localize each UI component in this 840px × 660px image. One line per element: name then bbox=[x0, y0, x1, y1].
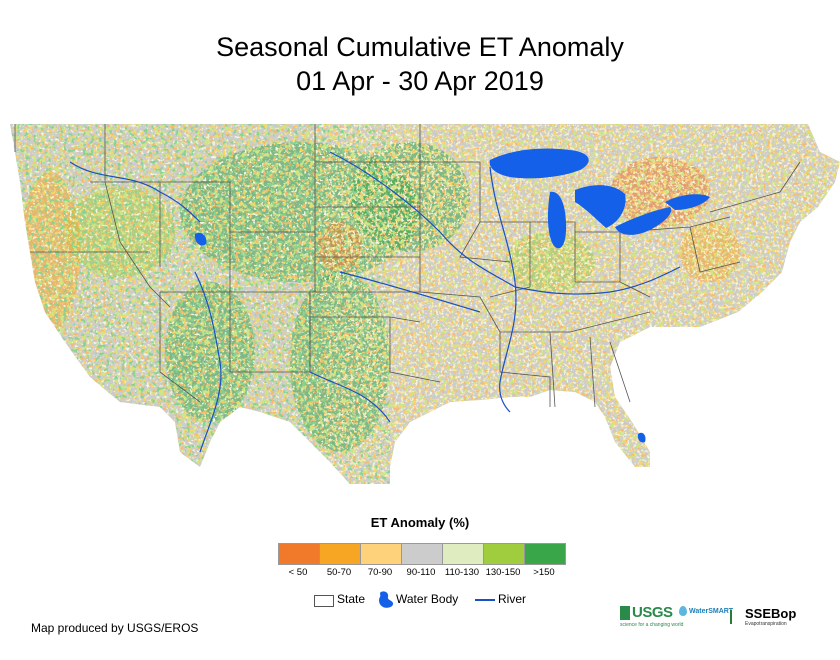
lake-superior bbox=[489, 148, 589, 179]
legend-water-label: Water Body bbox=[396, 592, 459, 606]
et-anomaly-map bbox=[10, 124, 840, 484]
missouri-river bbox=[329, 151, 516, 288]
legend-class-label: 130-150 bbox=[485, 567, 521, 578]
usgs-wave-icon bbox=[620, 605, 630, 620]
legend-color-bar bbox=[278, 543, 566, 565]
legend-class-label: 90-110 bbox=[406, 567, 436, 578]
legend-swatch bbox=[320, 544, 361, 564]
lake-michigan bbox=[547, 191, 567, 249]
legend-state-swatch bbox=[314, 595, 334, 607]
legend-swatch bbox=[484, 544, 525, 564]
legend-river-line bbox=[475, 599, 495, 601]
legend-labels: < 50 50-70 70-90 90-110 110-130 130-150 >150 bbox=[278, 567, 566, 581]
legend-class-label: 70-90 bbox=[367, 567, 393, 578]
ssebop-logo: SSEBop Evapotranspiration bbox=[730, 606, 796, 627]
lake-okeechobee bbox=[637, 432, 646, 443]
map-title-line2: 01 Apr - 30 Apr 2019 bbox=[296, 66, 544, 96]
great-salt-lake bbox=[194, 232, 207, 246]
legend-swatch bbox=[402, 544, 443, 564]
legend-swatch bbox=[279, 544, 320, 564]
lake-erie bbox=[615, 207, 672, 235]
legend-title: ET Anomaly (%) bbox=[370, 515, 470, 530]
legend-river-label: River bbox=[498, 592, 527, 606]
colorado-river bbox=[194, 271, 222, 453]
usgs-logo: USGS science for a changing world bbox=[620, 604, 684, 628]
legend-swatch bbox=[443, 544, 484, 564]
columbia-river bbox=[69, 161, 201, 223]
arkansas-river bbox=[339, 271, 481, 313]
legend-state-label: State bbox=[337, 592, 366, 606]
state-boundaries bbox=[14, 124, 801, 408]
ohio-river bbox=[514, 266, 681, 295]
water-body-icon bbox=[379, 591, 394, 608]
legend-class-label: >150 bbox=[533, 567, 555, 578]
map-credit: Map produced by USGS/EROS bbox=[31, 621, 199, 635]
watersmart-logo: WaterSMART bbox=[679, 606, 733, 616]
rivers bbox=[69, 151, 681, 453]
et-raster bbox=[10, 124, 840, 484]
legend-swatch bbox=[361, 544, 402, 564]
map-title-line1: Seasonal Cumulative ET Anomaly bbox=[216, 32, 624, 62]
water-drop-icon bbox=[679, 606, 687, 616]
mississippi-river bbox=[489, 166, 517, 413]
legend-class-label: < 50 bbox=[288, 567, 308, 578]
ssebop-plant-icon bbox=[730, 609, 741, 624]
legend-class-label: 50-70 bbox=[326, 567, 352, 578]
rio-grande-river bbox=[309, 371, 391, 423]
water-bodies bbox=[194, 148, 710, 443]
legend-class-label: 110-130 bbox=[444, 567, 480, 578]
lake-huron bbox=[575, 185, 626, 228]
lake-ontario bbox=[665, 194, 710, 210]
legend-swatch bbox=[525, 544, 565, 564]
